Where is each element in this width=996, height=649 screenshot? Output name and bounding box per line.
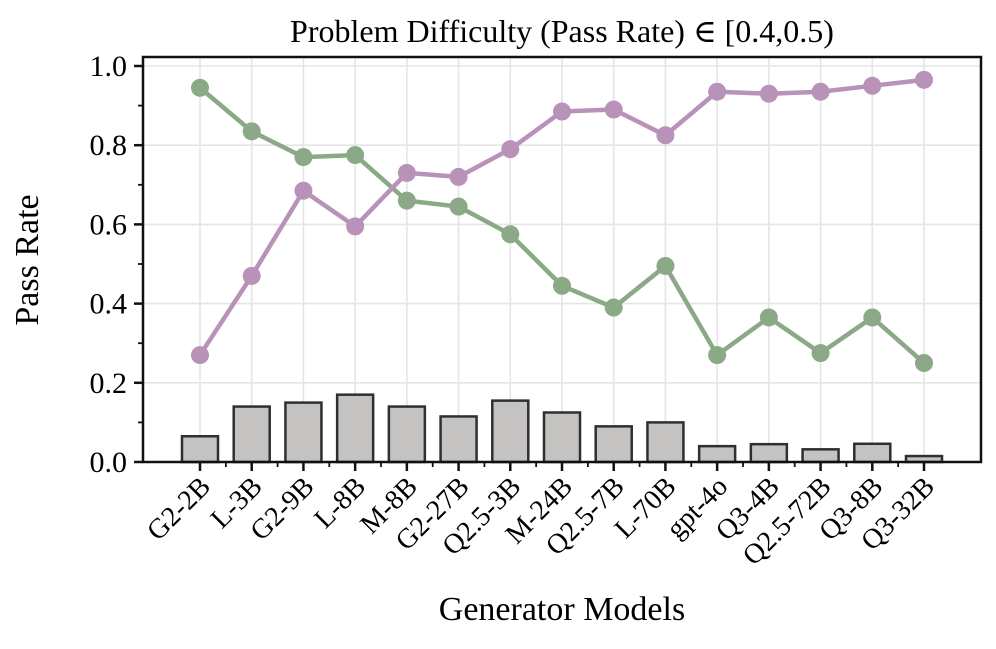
- green-line-marker-L-3B: [242, 122, 261, 141]
- x-axis-label: Generator Models: [439, 591, 685, 628]
- green-line-marker-gpt-4o: [708, 346, 727, 365]
- purple-line-marker-L-70B: [656, 126, 675, 145]
- lines-layer: [191, 70, 933, 372]
- bar-gpt-4o: [697, 444, 737, 464]
- x-tick-label-G2-2B: G2-2B: [141, 471, 217, 547]
- green-line-marker-Q3-4B: [759, 308, 778, 327]
- green-line-marker-M-8B: [397, 191, 416, 210]
- green-line-marker-Q3-8B: [863, 308, 882, 327]
- bar-L-70B: [646, 421, 685, 464]
- bar-M-8B: [387, 405, 427, 464]
- green-line-marker-Q2.5-3B: [501, 225, 520, 244]
- green-line-marker-G2-9B: [294, 148, 313, 167]
- green-line-marker-Q2.5-72B: [811, 344, 830, 363]
- purple-line-marker-Q3-32B: [915, 70, 933, 89]
- bar-L-3B: [232, 405, 271, 464]
- purple-line-marker-Q3-8B: [863, 76, 882, 95]
- bar-Q2.5-7B: [594, 425, 633, 464]
- green-line-marker-Q3-32B: [915, 354, 933, 372]
- tick-labels-layer: 0.00.20.40.60.81.0G2-2BL-3BG2-9BL-8BM-8B…: [90, 50, 941, 572]
- bar-Q2.5-3B: [491, 399, 530, 464]
- y-tick-label-0.0: 0.0: [90, 446, 128, 479]
- bar-G2-27B: [439, 415, 478, 464]
- bar-M-24B: [542, 411, 582, 464]
- purple-line-marker-G2-9B: [294, 181, 313, 200]
- purple-line-marker-Q2.5-7B: [604, 100, 623, 119]
- purple-line-marker-gpt-4o: [708, 82, 727, 101]
- purple-line-marker-Q2.5-72B: [811, 82, 830, 101]
- purple-line-marker-G2-2B: [191, 346, 209, 365]
- bar-L-8B: [335, 393, 375, 464]
- chart-title: Problem Difficulty (Pass Rate) ∈ [0.4,0.…: [290, 13, 834, 49]
- bar-G2-2B: [180, 435, 220, 464]
- purple-line-marker-Q2.5-3B: [501, 140, 520, 159]
- purple-line-marker-L-8B: [346, 217, 365, 236]
- bar-Q2.5-72B: [801, 448, 840, 464]
- green-line-marker-M-24B: [553, 276, 571, 295]
- y-axis-label: Pass Rate: [9, 194, 46, 325]
- y-tick-label-0.4: 0.4: [90, 288, 128, 321]
- purple-line-marker-G2-27B: [449, 167, 468, 186]
- green-line-marker-L-70B: [656, 256, 675, 275]
- green-line-marker-L-8B: [346, 146, 365, 165]
- y-tick-label-0.6: 0.6: [90, 208, 128, 241]
- y-tick-label-1.0: 1.0: [90, 50, 128, 83]
- bar-G2-9B: [284, 401, 323, 464]
- y-tick-label-0.8: 0.8: [90, 129, 128, 162]
- ticks-layer: [134, 64, 926, 471]
- purple-line-marker-Q3-4B: [759, 84, 778, 103]
- y-tick-label-0.2: 0.2: [90, 367, 128, 400]
- purple-line-marker-L-3B: [242, 266, 261, 285]
- green-line-marker-G2-27B: [449, 197, 468, 216]
- bars-layer: [180, 393, 944, 464]
- purple-line-marker-M-24B: [553, 102, 571, 121]
- green-line-marker-Q2.5-7B: [604, 298, 623, 317]
- bar-Q3-4B: [749, 442, 789, 464]
- bar-Q3-8B: [853, 442, 892, 464]
- green-line-marker-G2-2B: [191, 78, 209, 97]
- purple-line-marker-M-8B: [397, 163, 416, 182]
